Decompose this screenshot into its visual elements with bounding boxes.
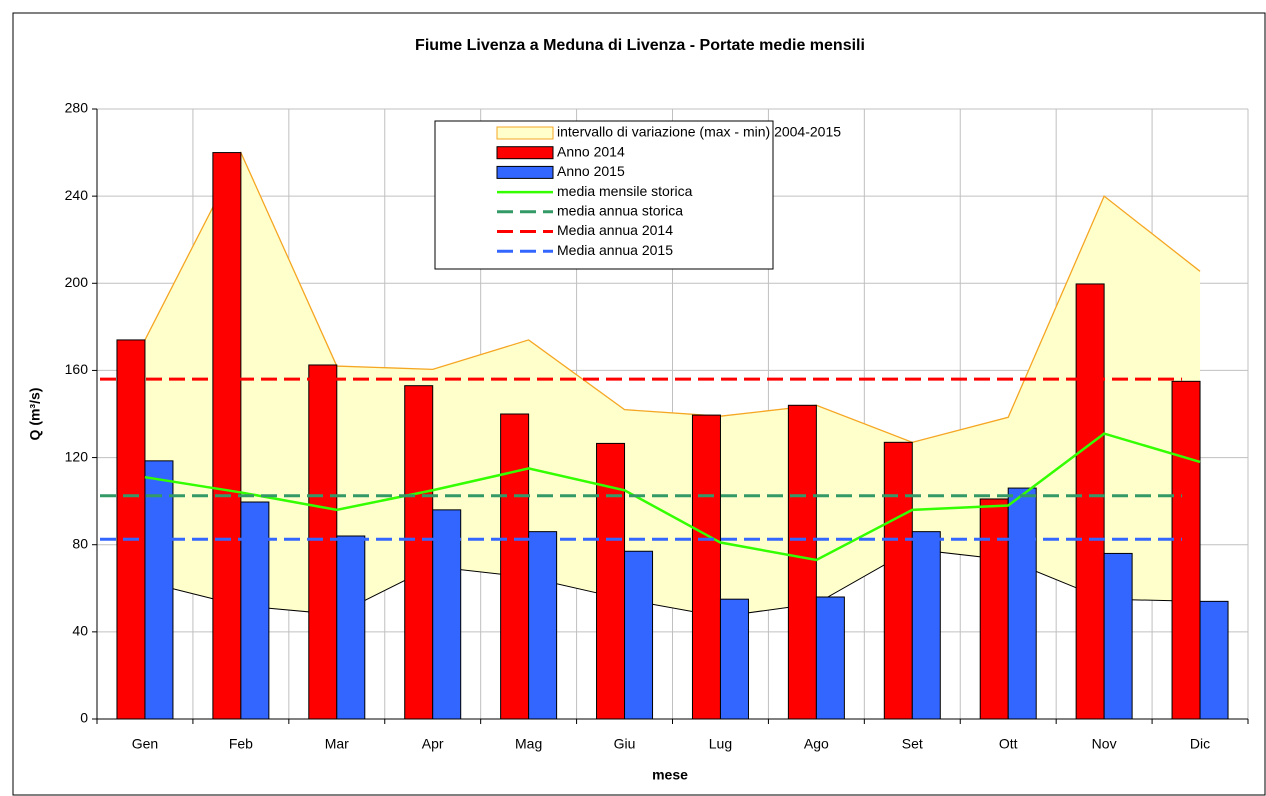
y-tick-label: 120 <box>65 448 89 464</box>
legend-swatch <box>496 165 554 179</box>
legend-swatch <box>496 126 554 140</box>
legend-box <box>434 120 774 270</box>
line <box>144 432 1201 562</box>
y-tick-label: 280 <box>65 100 89 116</box>
x-tick-label: Giu <box>614 736 636 752</box>
x-axis-label: mese <box>652 767 688 783</box>
legend-label: Anno 2014 <box>557 143 625 159</box>
y-tick-label: 160 <box>65 361 89 377</box>
legend-swatch <box>496 146 554 160</box>
x-tick-label: Ott <box>999 736 1018 752</box>
bar <box>336 535 366 720</box>
x-tick-label: Apr <box>422 736 444 752</box>
bar <box>500 413 530 720</box>
legend-label: Anno 2015 <box>557 163 625 179</box>
legend-label: Media annua 2014 <box>557 222 673 238</box>
legend-label: media mensile storica <box>557 183 693 199</box>
bar <box>787 404 817 720</box>
bar <box>1103 552 1133 720</box>
bar <box>1171 380 1201 720</box>
y-tick-label: 240 <box>65 187 89 203</box>
legend-label: intervallo di variazione (max - min) 200… <box>557 124 841 140</box>
legend-label: Media annua 2015 <box>557 242 673 258</box>
x-tick-label: Gen <box>132 736 158 752</box>
y-tick-label: 80 <box>72 535 88 551</box>
bar <box>212 152 242 720</box>
x-tick-label: Mag <box>515 736 542 752</box>
bar <box>883 441 913 720</box>
x-tick-label: Nov <box>1092 736 1117 752</box>
bar <box>116 339 146 720</box>
bar <box>528 531 558 720</box>
bar <box>1199 600 1229 720</box>
x-tick-label: Dic <box>1190 736 1210 752</box>
x-tick-label: Ago <box>804 736 829 752</box>
y-tick-label: 200 <box>65 274 89 290</box>
bar <box>1007 487 1037 720</box>
bar <box>1075 283 1105 720</box>
bar <box>240 501 270 720</box>
y-tick-label: 0 <box>80 710 88 726</box>
bar <box>432 509 462 720</box>
x-tick-label: Set <box>902 736 923 752</box>
bar <box>911 531 941 720</box>
x-tick-label: Feb <box>229 736 253 752</box>
bar <box>624 550 654 720</box>
legend-label: media annua storica <box>557 203 683 219</box>
bar <box>308 364 338 720</box>
chart-title: Fiume Livenza a Meduna di Livenza - Port… <box>415 37 865 54</box>
y-axis-label: Q (m³/s) <box>27 388 43 441</box>
y-tick-label: 40 <box>72 623 88 639</box>
bar <box>815 596 845 720</box>
x-tick-label: Lug <box>709 736 732 752</box>
bar <box>691 414 721 720</box>
x-tick-label: Mar <box>325 736 349 752</box>
bar <box>404 385 434 720</box>
bar <box>719 598 749 720</box>
bar <box>979 498 1009 720</box>
bar <box>144 460 174 720</box>
